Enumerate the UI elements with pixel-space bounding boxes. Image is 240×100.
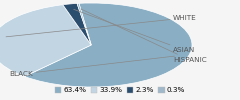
Legend: 63.4%, 33.9%, 2.3%, 0.3%: 63.4%, 33.9%, 2.3%, 0.3%	[52, 84, 188, 96]
Wedge shape	[63, 3, 91, 45]
Text: HISPANIC: HISPANIC	[81, 9, 207, 63]
Wedge shape	[77, 3, 91, 45]
Wedge shape	[24, 3, 192, 87]
Text: ASIAN: ASIAN	[74, 9, 195, 53]
Text: BLACK: BLACK	[10, 56, 174, 77]
Text: WHITE: WHITE	[6, 15, 197, 37]
Wedge shape	[0, 5, 91, 76]
